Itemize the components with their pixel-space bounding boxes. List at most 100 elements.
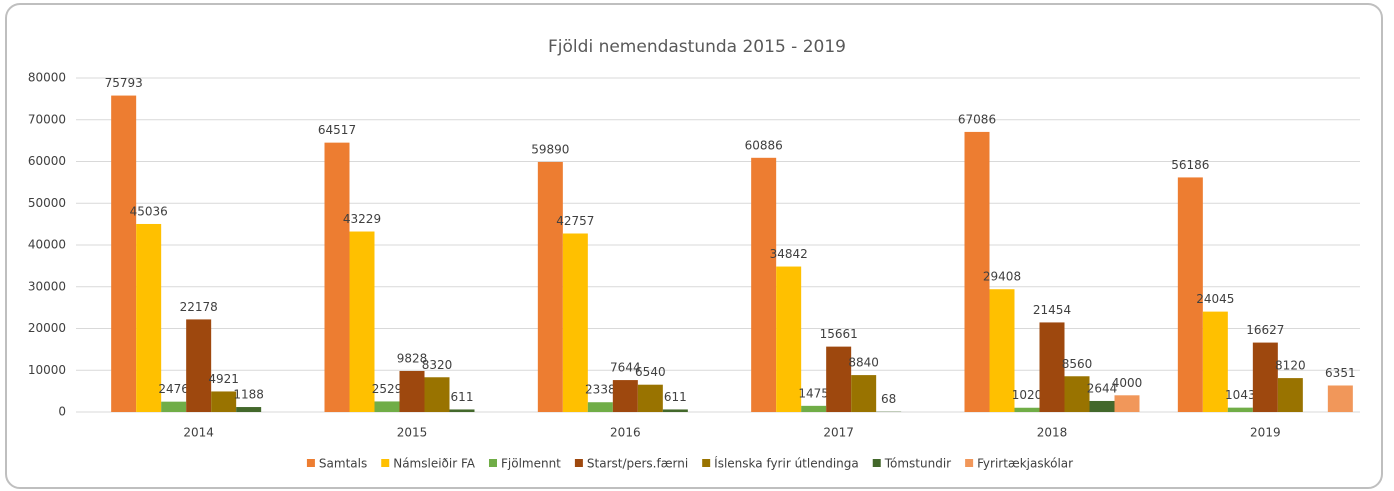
data-label: 7644 bbox=[610, 361, 641, 375]
x-tick-label: 2018 bbox=[1037, 426, 1068, 440]
legend-label: Tómstundir bbox=[884, 457, 951, 471]
y-tick-label: 20000 bbox=[28, 321, 66, 335]
data-label: 16627 bbox=[1246, 323, 1284, 337]
data-label: 1043 bbox=[1225, 388, 1256, 402]
x-tick-label: 2019 bbox=[1250, 426, 1281, 440]
data-label: 9828 bbox=[397, 351, 428, 365]
y-tick-label: 60000 bbox=[28, 154, 66, 168]
data-label: 68 bbox=[881, 392, 896, 406]
bar bbox=[1327, 385, 1353, 412]
bar bbox=[662, 409, 688, 412]
x-tick-label: 2016 bbox=[610, 426, 641, 440]
legend-swatch bbox=[702, 459, 711, 467]
legend-swatch bbox=[306, 459, 315, 467]
data-label: 4921 bbox=[208, 372, 239, 386]
legend-swatch bbox=[574, 459, 583, 467]
data-label: 29408 bbox=[983, 270, 1021, 284]
bar bbox=[236, 407, 262, 412]
legend-label: Fjölmennt bbox=[501, 457, 561, 471]
data-label: 8320 bbox=[422, 358, 453, 372]
bar bbox=[161, 401, 187, 412]
x-tick-label: 2015 bbox=[397, 426, 428, 440]
bar bbox=[964, 131, 990, 412]
bar bbox=[1252, 342, 1278, 412]
legend-label: Starst/pers.færni bbox=[587, 457, 688, 471]
bar bbox=[1227, 407, 1253, 412]
y-tick-label: 50000 bbox=[28, 196, 66, 210]
data-label: 15661 bbox=[820, 327, 858, 341]
bar bbox=[399, 370, 425, 412]
bar bbox=[537, 161, 563, 412]
bar bbox=[136, 223, 162, 412]
data-label: 34842 bbox=[770, 247, 808, 261]
data-label: 6351 bbox=[1325, 366, 1356, 380]
data-label: 24045 bbox=[1196, 292, 1234, 306]
bar bbox=[587, 402, 613, 412]
legend-label: Íslenska fyrir útlendinga bbox=[714, 456, 859, 471]
data-label: 1020 bbox=[1012, 388, 1043, 402]
y-tick-label: 10000 bbox=[28, 363, 66, 377]
bar bbox=[1277, 378, 1303, 412]
chart-title: Fjöldi nemendastunda 2015 - 2019 bbox=[548, 37, 846, 57]
data-label: 22178 bbox=[180, 300, 218, 314]
data-label: 611 bbox=[664, 390, 687, 404]
y-tick-label: 80000 bbox=[28, 71, 66, 85]
data-label: 4000 bbox=[1112, 376, 1143, 390]
bar bbox=[111, 95, 137, 413]
data-label: 64517 bbox=[318, 123, 356, 137]
data-label: 2338 bbox=[585, 383, 616, 397]
bar bbox=[751, 157, 777, 412]
y-tick-label: 40000 bbox=[28, 238, 66, 252]
bar bbox=[449, 409, 475, 412]
bar bbox=[1039, 322, 1065, 412]
data-label: 67086 bbox=[958, 112, 996, 126]
legend-swatch bbox=[488, 459, 497, 467]
bar bbox=[801, 405, 827, 412]
data-label: 60886 bbox=[745, 138, 783, 152]
bar bbox=[1089, 400, 1115, 412]
bar bbox=[562, 233, 588, 412]
bar bbox=[374, 401, 400, 412]
data-label: 8840 bbox=[848, 356, 879, 370]
bar bbox=[637, 384, 663, 412]
y-tick-label: 70000 bbox=[28, 112, 66, 126]
legend-label: Fyrirtækjaskólar bbox=[977, 457, 1073, 471]
data-label: 2644 bbox=[1087, 381, 1118, 395]
data-label: 6540 bbox=[635, 365, 666, 379]
data-label: 2529 bbox=[372, 382, 403, 396]
bar bbox=[186, 319, 212, 412]
bar bbox=[1114, 395, 1140, 412]
bar bbox=[1202, 311, 1228, 412]
y-tick-label: 0 bbox=[58, 405, 66, 419]
x-tick-label: 2017 bbox=[823, 426, 854, 440]
bar bbox=[1014, 407, 1040, 412]
data-label: 8560 bbox=[1062, 357, 1093, 371]
bar bbox=[324, 142, 350, 412]
bar bbox=[989, 289, 1015, 412]
data-label: 42757 bbox=[556, 214, 594, 228]
data-label: 75793 bbox=[105, 76, 143, 90]
data-label: 1188 bbox=[233, 388, 264, 402]
bar bbox=[826, 346, 852, 412]
bar bbox=[1064, 376, 1090, 412]
legend-label: Námsleiðir FA bbox=[393, 457, 476, 471]
bar bbox=[349, 231, 375, 412]
bar bbox=[612, 380, 638, 412]
bar bbox=[424, 377, 450, 412]
bar bbox=[211, 391, 237, 412]
legend-swatch bbox=[965, 459, 974, 467]
bar bbox=[1177, 177, 1203, 412]
legend-label: Samtals bbox=[319, 457, 367, 471]
y-tick-label: 30000 bbox=[28, 279, 66, 293]
card bbox=[5, 3, 1383, 489]
legend-swatch bbox=[381, 459, 390, 467]
bar bbox=[776, 266, 802, 412]
bar bbox=[851, 375, 877, 412]
data-label: 21454 bbox=[1033, 303, 1071, 317]
x-tick-label: 2014 bbox=[183, 426, 214, 440]
data-label: 1475 bbox=[798, 386, 829, 400]
data-label: 43229 bbox=[343, 212, 381, 226]
data-label: 8120 bbox=[1275, 359, 1306, 373]
data-label: 56186 bbox=[1171, 158, 1209, 172]
